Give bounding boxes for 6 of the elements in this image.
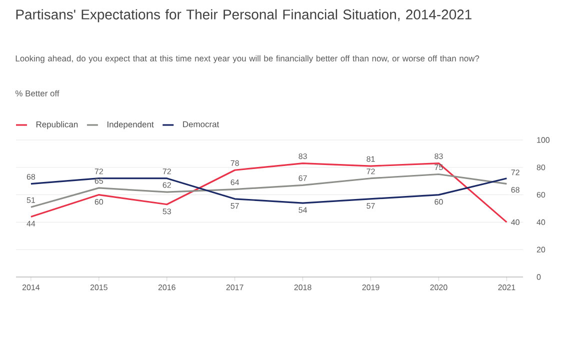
legend-label: Independent <box>108 121 154 130</box>
legend-label: Democrat <box>183 121 220 128</box>
legend-label: Republican <box>36 121 78 130</box>
y-axis-title: % Better off <box>16 90 60 96</box>
chart-subtitle: Looking ahead, do you expect that at this time next year you will be financially better off than now, or worse off than now? <box>16 55 480 64</box>
chart-title: Partisans' Expectations for Their Personal Financial Situation, 2014-2021 <box>16 9 472 22</box>
